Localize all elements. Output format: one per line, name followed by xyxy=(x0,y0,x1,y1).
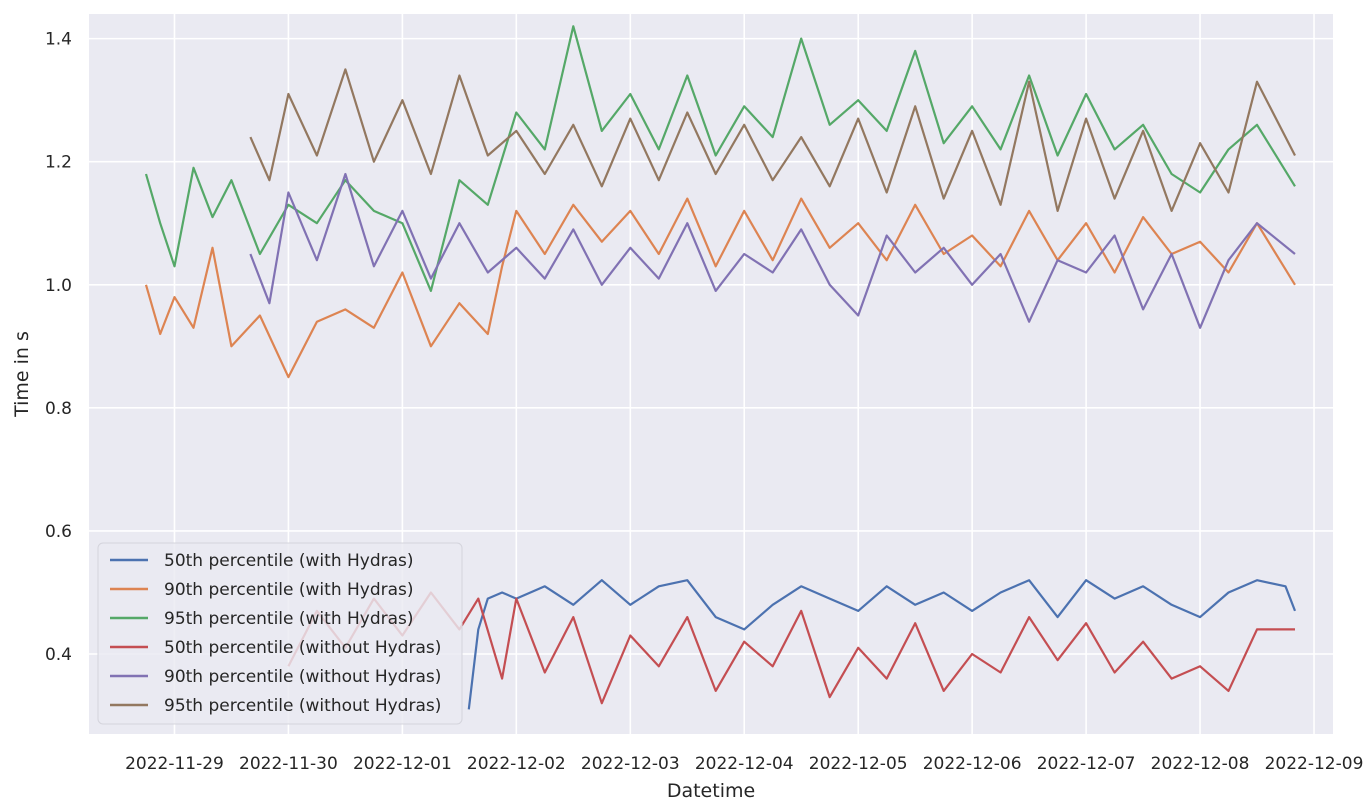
x-tick-label: 2022-12-01 xyxy=(353,754,452,774)
x-tick-label: 2022-12-08 xyxy=(1151,754,1250,774)
legend-label: 90th percentile (with Hydras) xyxy=(164,580,414,600)
x-tick-label: 2022-12-04 xyxy=(695,754,794,774)
x-tick-label: 2022-11-30 xyxy=(239,754,338,774)
legend-label: 95th percentile (without Hydras) xyxy=(164,696,441,716)
y-tick-label: 1.4 xyxy=(45,30,72,50)
legend-label: 50th percentile (without Hydras) xyxy=(164,638,441,658)
y-tick-label: 0.8 xyxy=(45,399,72,419)
y-tick-label: 0.4 xyxy=(45,645,72,665)
y-tick-label: 0.6 xyxy=(45,522,72,542)
y-tick-labels: 0.4 0.6 0.8 1.0 1.2 1.4 xyxy=(45,30,72,665)
x-tick-label: 2022-12-07 xyxy=(1037,754,1136,774)
legend-box xyxy=(97,542,463,725)
legend-label: 90th percentile (without Hydras) xyxy=(164,667,441,687)
series-line-5 xyxy=(249,172,1296,329)
x-tick-labels: 2022-11-29 2022-11-30 2022-12-01 2022-12-02… xyxy=(125,754,1363,774)
y-axis-label: Time in s xyxy=(11,331,33,418)
x-tick-label: 2022-12-02 xyxy=(467,754,566,774)
x-tick-label: 2022-11-29 xyxy=(125,754,224,774)
y-tick-label: 1.0 xyxy=(45,276,72,296)
series-line-6 xyxy=(249,68,1296,212)
series-line-2 xyxy=(144,197,1296,379)
legend-label: 95th percentile (with Hydras) xyxy=(164,609,414,629)
legend-label: 50th percentile (with Hydras) xyxy=(164,551,414,571)
series-line-3 xyxy=(144,25,1296,292)
x-axis-label: Datetime xyxy=(667,780,755,802)
x-tick-label: 2022-12-09 xyxy=(1265,754,1364,774)
x-tick-label: 2022-12-03 xyxy=(581,754,680,774)
x-tick-label: 2022-12-06 xyxy=(923,754,1022,774)
x-tick-label: 2022-12-05 xyxy=(809,754,908,774)
legend: 50th percentile (with Hydras) 90th percen… xyxy=(97,542,463,725)
y-tick-label: 1.2 xyxy=(45,153,72,173)
series-line-1 xyxy=(467,579,1297,710)
